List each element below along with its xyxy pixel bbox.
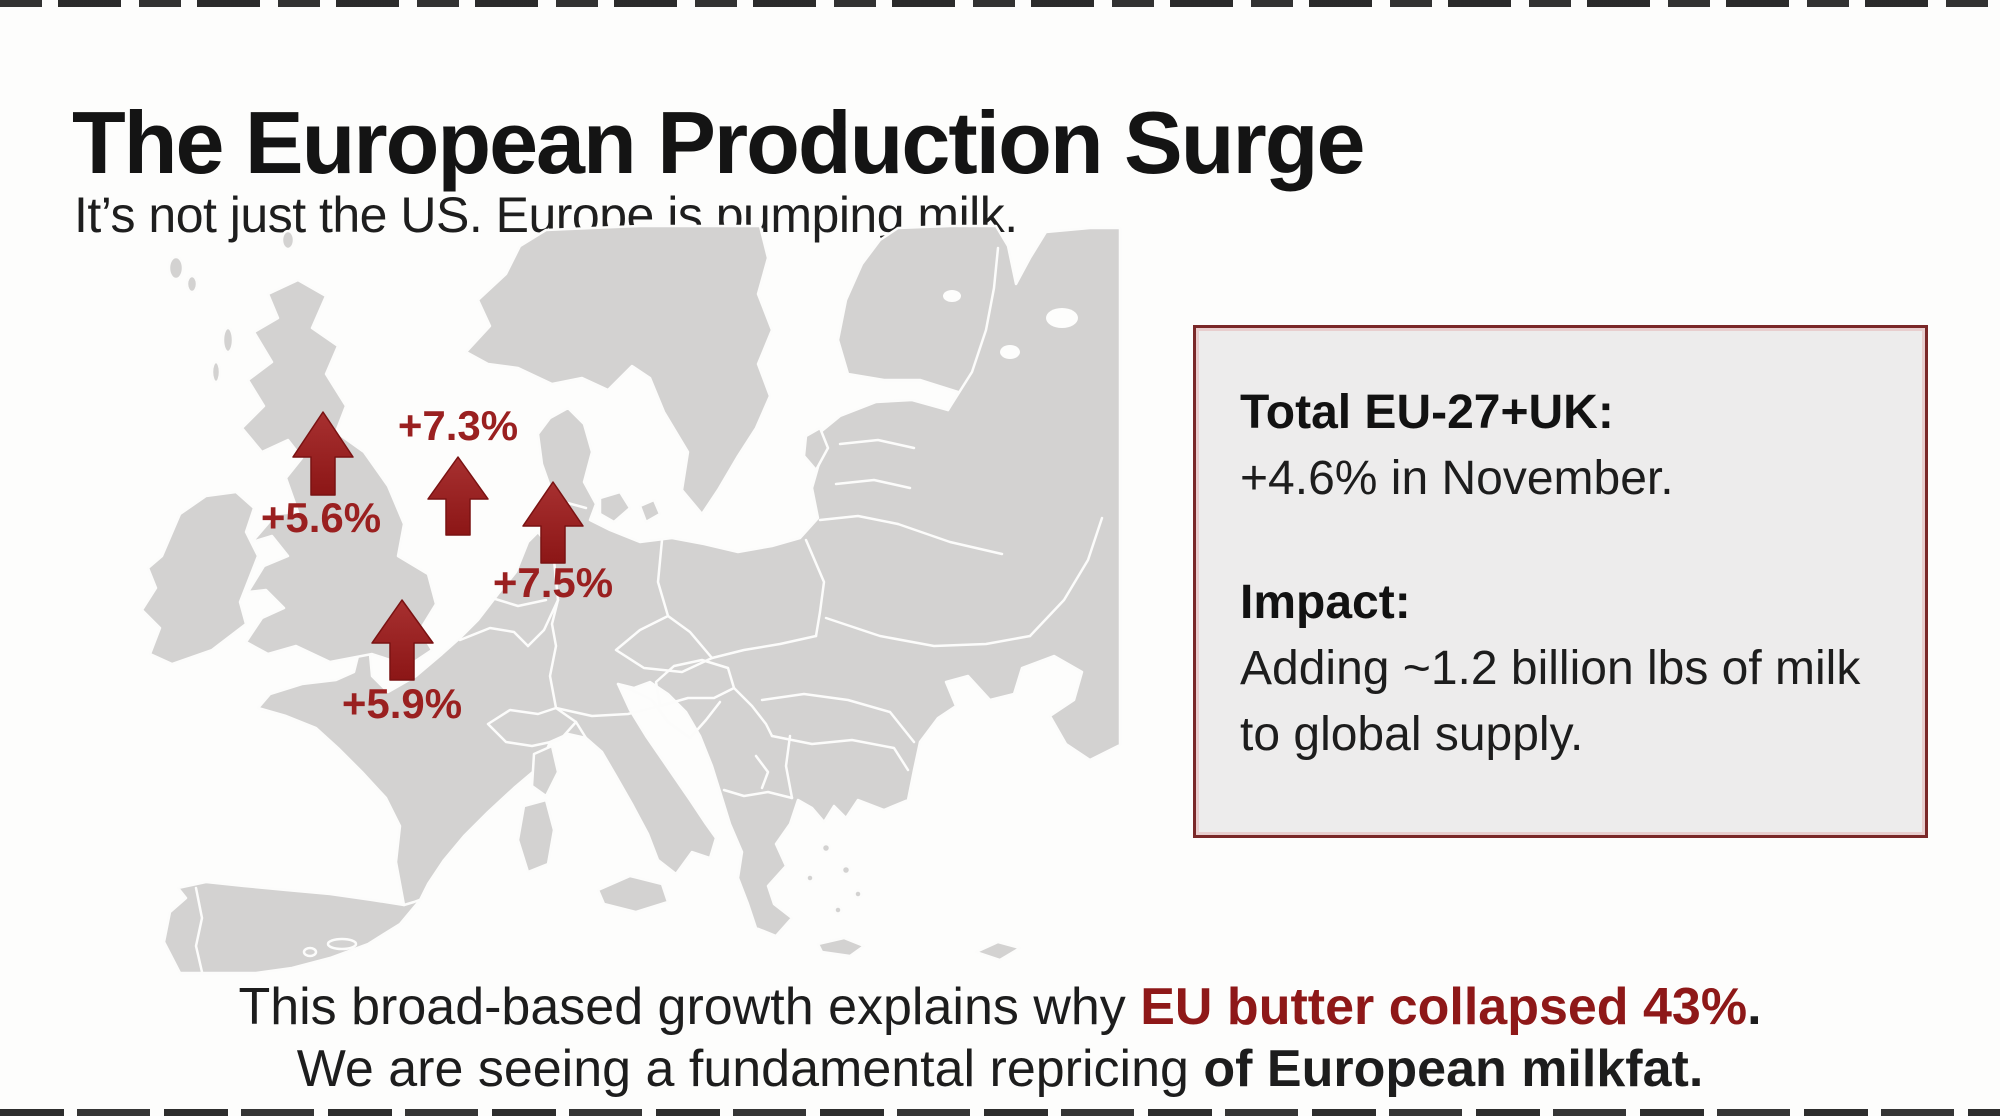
video-edge-artifact-top xyxy=(0,0,2000,7)
page-title: The European Production Surge xyxy=(72,92,1365,192)
infobox-impact-block: Impact: Adding ~1.2 billion lbs of milk … xyxy=(1240,570,1887,768)
island-faroe xyxy=(167,255,185,281)
island-sardinia xyxy=(516,798,556,874)
island-balearic xyxy=(326,937,358,951)
island-aegean xyxy=(833,905,843,915)
island-zealand xyxy=(598,490,632,524)
island-funen xyxy=(638,498,662,524)
infobox-total-block: Total EU-27+UK: +4.6% in November. xyxy=(1240,380,1887,512)
footer-line1-text: This broad-based growth explains why xyxy=(238,978,1141,1036)
infobox-total-value: +4.6% in November. xyxy=(1240,452,1674,505)
growth-label-netherlands: +7.3% xyxy=(397,402,519,449)
footer-line-1: This broad-based growth explains why EU … xyxy=(0,976,2000,1038)
footer-line2-period: . xyxy=(1688,1040,1704,1098)
island-sicily xyxy=(596,874,670,914)
island-orkney xyxy=(280,229,296,251)
infobox-impact-label: Impact: xyxy=(1240,576,1411,629)
footer-line1-period: . xyxy=(1747,978,1762,1036)
lakes xyxy=(943,290,1078,359)
footer-line1-highlight: EU butter collapsed 43% xyxy=(1140,978,1748,1036)
island-speck xyxy=(302,946,318,958)
island-crete xyxy=(816,936,866,958)
island-cyprus xyxy=(974,940,1022,962)
germany-up-arrow-icon xyxy=(522,481,584,564)
island-aegean xyxy=(840,864,852,876)
island-speck xyxy=(185,274,199,294)
island-great-britain xyxy=(240,278,438,668)
country-borders xyxy=(194,246,1104,974)
netherlands-up-arrow-icon xyxy=(427,456,489,536)
island-aegean xyxy=(820,842,832,854)
island-corsica xyxy=(530,744,560,798)
video-edge-artifact-bottom xyxy=(0,1109,2000,1116)
island-aegean xyxy=(805,873,815,883)
island-hebrides xyxy=(221,326,235,354)
island-speck xyxy=(210,360,222,384)
growth-label-france: +5.9% xyxy=(341,680,463,727)
footer-takeaway: This broad-based growth explains why EU … xyxy=(0,976,2000,1100)
france-up-arrow-icon xyxy=(371,599,434,681)
island-gotland xyxy=(802,426,830,472)
growth-label-uk: +5.6% xyxy=(260,494,382,541)
footer-line2-text: We are seeing a fundamental repricing xyxy=(296,1040,1204,1098)
summary-infobox: Total EU-27+UK: +4.6% in November. Impac… xyxy=(1193,325,1928,838)
uk-up-arrow-icon xyxy=(292,411,354,496)
landmass-scandinavia xyxy=(464,224,774,516)
island-aegean xyxy=(853,889,863,899)
island-ireland xyxy=(140,490,260,666)
growth-label-germany: +7.5% xyxy=(492,559,614,606)
footer-line-2: We are seeing a fundamental repricing of… xyxy=(0,1038,2000,1100)
footer-line2-bold: of European milkfat xyxy=(1203,1040,1689,1098)
infobox-total-label: Total EU-27+UK: xyxy=(1240,386,1614,439)
infobox-impact-value: Adding ~1.2 billion lbs of milk to globa… xyxy=(1240,642,1861,761)
